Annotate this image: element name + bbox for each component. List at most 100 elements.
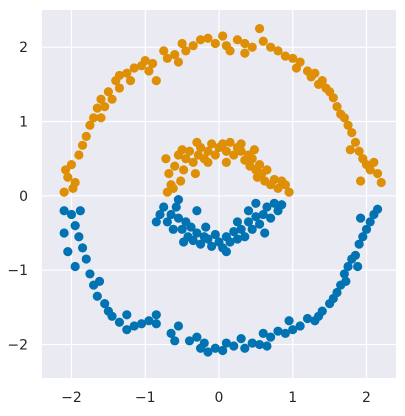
x-tick-label: 0: [215, 390, 224, 406]
y-tick-label: −2: [7, 338, 28, 354]
y-axis-ticks: −2 −1 0 1 2: [7, 40, 28, 353]
data-point: [192, 206, 202, 216]
y-tick-label: −1: [7, 263, 28, 279]
data-point: [350, 250, 361, 260]
data-point: [269, 198, 279, 208]
data-point: [144, 66, 154, 76]
data-point: [125, 76, 136, 86]
data-point: [89, 113, 99, 123]
data-points: [59, 23, 386, 357]
data-point: [218, 31, 228, 41]
data-point: [317, 76, 327, 86]
data-point: [75, 206, 85, 216]
data-point: [170, 161, 180, 171]
data-point: [229, 150, 239, 160]
x-axis-ticks: −2 −1 0 1 2: [61, 390, 371, 406]
data-point: [361, 224, 372, 234]
data-point: [107, 94, 117, 104]
data-point: [247, 338, 257, 348]
data-point: [59, 228, 69, 238]
data-point: [66, 209, 77, 220]
data-point: [247, 42, 257, 52]
data-point: [266, 332, 276, 342]
data-point: [280, 328, 290, 338]
data-point: [221, 157, 231, 168]
data-point: [310, 68, 320, 78]
series-0: [59, 23, 386, 197]
data-point: [81, 131, 91, 141]
data-point: [339, 269, 349, 279]
data-point: [122, 68, 132, 78]
data-point: [155, 209, 165, 220]
data-point: [288, 325, 298, 335]
data-point: [148, 58, 158, 69]
data-point: [369, 157, 379, 168]
data-point: [66, 160, 77, 170]
data-point: [184, 336, 195, 346]
data-point: [68, 183, 78, 194]
data-point: [332, 287, 342, 298]
data-point: [170, 336, 180, 346]
data-point: [354, 239, 364, 249]
data-point: [195, 35, 206, 45]
data-point: [70, 261, 80, 272]
data-point: [277, 200, 287, 210]
data-point: [176, 176, 186, 186]
data-point: [232, 35, 243, 45]
data-point: [164, 168, 174, 179]
data-point: [221, 338, 231, 348]
data-point: [343, 120, 353, 130]
data-point: [203, 33, 213, 43]
data-point: [207, 241, 217, 252]
data-point: [151, 319, 161, 329]
data-point: [269, 174, 279, 185]
data-point: [229, 226, 239, 237]
data-point: [162, 217, 172, 227]
data-point: [266, 42, 276, 52]
data-point: [162, 53, 172, 63]
data-point: [372, 204, 383, 214]
data-point: [122, 310, 132, 320]
data-point: [181, 154, 191, 164]
data-point: [343, 261, 353, 272]
data-point: [254, 23, 265, 34]
data-point: [179, 165, 189, 175]
data-point: [61, 165, 71, 175]
data-point: [365, 165, 375, 175]
data-point: [236, 333, 246, 344]
data-point: [144, 316, 154, 326]
x-tick-label: 1: [288, 390, 297, 406]
data-point: [103, 87, 113, 97]
data-point: [210, 38, 220, 49]
x-tick-label: −2: [61, 390, 82, 406]
data-point: [240, 232, 250, 242]
data-point: [354, 146, 364, 156]
data-point: [203, 146, 213, 156]
data-point: [302, 313, 313, 324]
data-point: [151, 217, 161, 227]
data-point: [184, 146, 195, 156]
data-point: [273, 326, 283, 336]
data-point: [129, 63, 139, 73]
data-point: [232, 217, 243, 227]
data-point: [218, 139, 228, 149]
data-point: [77, 243, 88, 253]
data-point: [170, 50, 180, 60]
data-point: [203, 234, 213, 244]
y-tick-label: 0: [19, 189, 28, 205]
data-point: [240, 48, 250, 58]
data-point: [236, 139, 246, 149]
data-point: [365, 217, 375, 227]
data-point: [254, 339, 265, 350]
data-point: [203, 347, 213, 357]
data-point: [177, 224, 187, 234]
data-point: [356, 213, 366, 223]
data-point: [192, 332, 202, 342]
data-point: [74, 150, 84, 160]
data-point: [356, 176, 366, 186]
data-point: [188, 157, 198, 168]
data-point: [81, 254, 91, 264]
data-point: [210, 229, 220, 240]
data-point: [188, 41, 198, 51]
data-point: [171, 202, 181, 212]
